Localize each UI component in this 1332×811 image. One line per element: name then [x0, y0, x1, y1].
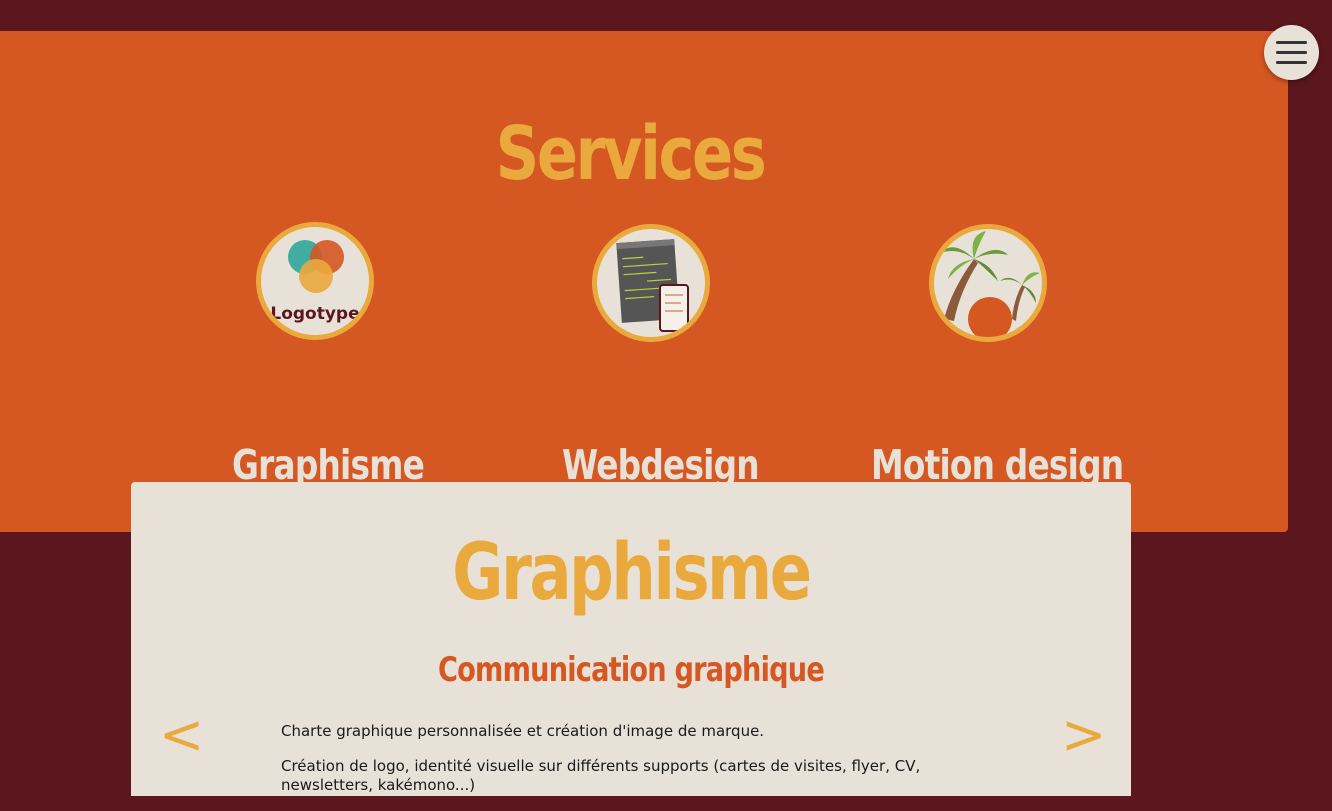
service-label-motion-design[interactable]: Motion design	[871, 441, 1124, 489]
hamburger-menu-button[interactable]	[1264, 25, 1319, 80]
hamburger-icon	[1276, 41, 1307, 44]
services-section: Services Logotype	[0, 31, 1288, 532]
logotype-icon[interactable]: Logotype	[256, 222, 374, 340]
card-subtitle: Communication graphique	[438, 650, 825, 690]
card-paragraph: Création de logo, identité visuelle sur …	[281, 757, 921, 794]
carousel-prev-button[interactable]: <	[159, 703, 205, 766]
browser-mockup-icon[interactable]	[592, 224, 710, 342]
hamburger-icon	[1276, 61, 1307, 64]
service-label-graphisme[interactable]: Graphisme	[232, 441, 425, 489]
card-title: Graphisme	[452, 528, 812, 618]
service-label-webdesign[interactable]: Webdesign	[562, 441, 760, 489]
service-detail-card: Graphisme Communication graphique < Char…	[131, 482, 1131, 796]
card-body: Charte graphique personnalisée et créati…	[281, 722, 1001, 811]
carousel-next-button[interactable]: >	[1061, 703, 1107, 766]
palm-trees-icon[interactable]	[929, 224, 1047, 342]
services-title: Services	[495, 111, 767, 197]
card-paragraph: Charte graphique personnalisée et créati…	[281, 722, 765, 740]
hamburger-icon	[1276, 51, 1307, 54]
logotype-icon-text: Logotype	[270, 304, 359, 324]
